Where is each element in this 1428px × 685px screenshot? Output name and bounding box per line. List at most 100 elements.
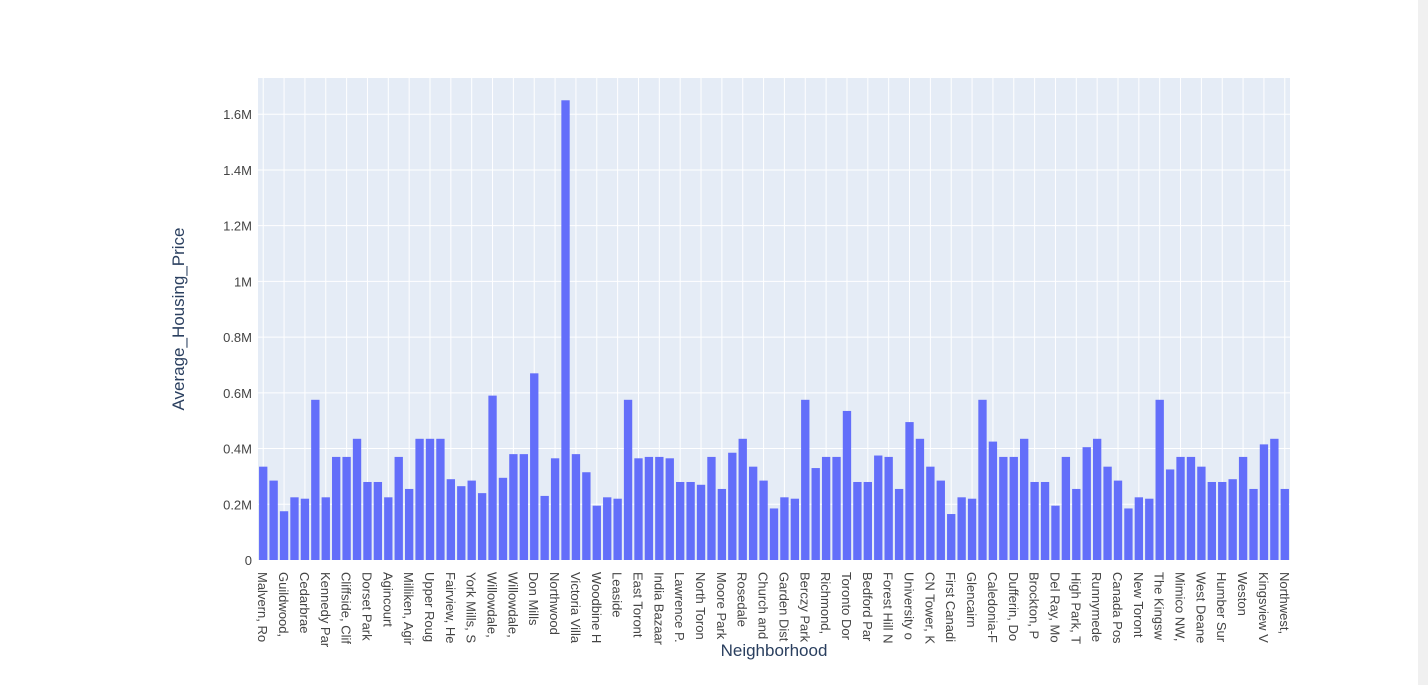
- bar[interactable]: [498, 477, 508, 560]
- bar[interactable]: [936, 480, 945, 560]
- bar[interactable]: [1040, 481, 1050, 560]
- bar[interactable]: [1051, 505, 1060, 560]
- bar[interactable]: [477, 493, 487, 560]
- bar[interactable]: [1280, 488, 1289, 560]
- bar[interactable]: [300, 498, 310, 560]
- bar[interactable]: [467, 480, 476, 560]
- bar[interactable]: [634, 458, 643, 560]
- bar[interactable]: [1113, 480, 1123, 560]
- bar[interactable]: [290, 497, 299, 560]
- bar[interactable]: [1218, 481, 1227, 560]
- bar[interactable]: [1030, 481, 1039, 560]
- bar[interactable]: [269, 480, 278, 560]
- bar-series[interactable]: [259, 100, 1289, 561]
- bar[interactable]: [957, 497, 966, 560]
- bar[interactable]: [352, 438, 362, 560]
- bar[interactable]: [1134, 497, 1144, 560]
- bar[interactable]: [259, 466, 268, 560]
- bar[interactable]: [1176, 456, 1185, 560]
- bar[interactable]: [728, 452, 737, 560]
- bar[interactable]: [915, 438, 925, 560]
- bar[interactable]: [623, 399, 633, 560]
- bar[interactable]: [655, 456, 664, 560]
- bar[interactable]: [571, 454, 581, 560]
- bar[interactable]: [592, 505, 601, 560]
- bar[interactable]: [894, 488, 904, 560]
- bar[interactable]: [821, 456, 831, 560]
- bar[interactable]: [1259, 444, 1269, 560]
- bar[interactable]: [832, 456, 841, 560]
- bar[interactable]: [1238, 456, 1248, 560]
- bar[interactable]: [1228, 479, 1237, 560]
- bar[interactable]: [509, 454, 518, 560]
- bar[interactable]: [1165, 469, 1175, 560]
- bar[interactable]: [748, 466, 758, 560]
- bar[interactable]: [905, 422, 914, 560]
- bar[interactable]: [1082, 447, 1091, 560]
- bar[interactable]: [717, 488, 727, 560]
- bar[interactable]: [676, 481, 685, 560]
- bar[interactable]: [519, 454, 528, 560]
- bar[interactable]: [738, 438, 747, 560]
- bar[interactable]: [863, 481, 872, 560]
- bar[interactable]: [644, 456, 654, 560]
- bar[interactable]: [696, 484, 706, 560]
- bar[interactable]: [1009, 456, 1018, 560]
- bar[interactable]: [707, 456, 716, 560]
- bar[interactable]: [1020, 438, 1029, 560]
- bar[interactable]: [311, 399, 320, 560]
- bar[interactable]: [842, 410, 852, 560]
- bar[interactable]: [582, 472, 591, 560]
- bar[interactable]: [530, 373, 539, 560]
- bar[interactable]: [373, 481, 383, 560]
- bar[interactable]: [1145, 498, 1154, 560]
- bar[interactable]: [342, 456, 351, 560]
- bar[interactable]: [1270, 438, 1279, 560]
- bar[interactable]: [801, 399, 810, 560]
- bar[interactable]: [978, 399, 987, 560]
- bar[interactable]: [884, 456, 893, 560]
- bar[interactable]: [1124, 508, 1133, 560]
- bar[interactable]: [1249, 488, 1258, 560]
- bar[interactable]: [561, 100, 570, 561]
- bar[interactable]: [811, 468, 820, 560]
- bar[interactable]: [415, 438, 424, 560]
- bar[interactable]: [446, 479, 456, 560]
- bar[interactable]: [780, 497, 789, 560]
- bar[interactable]: [1155, 399, 1164, 560]
- bar[interactable]: [967, 498, 977, 560]
- bar[interactable]: [394, 456, 403, 560]
- bar[interactable]: [988, 441, 998, 560]
- bar[interactable]: [1072, 488, 1081, 560]
- scrollbar-track[interactable]: [1418, 0, 1428, 685]
- bar[interactable]: [363, 481, 372, 560]
- bar[interactable]: [457, 486, 466, 560]
- bar[interactable]: [613, 498, 622, 560]
- bar[interactable]: [1207, 481, 1216, 560]
- bar[interactable]: [790, 498, 800, 560]
- bar[interactable]: [540, 495, 549, 560]
- bar[interactable]: [550, 458, 560, 560]
- bar[interactable]: [425, 438, 435, 560]
- bar[interactable]: [769, 508, 779, 560]
- bar[interactable]: [926, 466, 935, 560]
- bar[interactable]: [1061, 456, 1071, 560]
- bar[interactable]: [488, 395, 497, 560]
- bar[interactable]: [404, 488, 414, 560]
- bar[interactable]: [436, 438, 445, 560]
- bar[interactable]: [665, 458, 674, 560]
- bar[interactable]: [759, 480, 768, 560]
- bar[interactable]: [321, 497, 330, 560]
- bar[interactable]: [874, 455, 883, 560]
- bar[interactable]: [384, 497, 393, 560]
- bar[interactable]: [332, 456, 341, 560]
- bar[interactable]: [1092, 438, 1102, 560]
- bar[interactable]: [853, 481, 862, 560]
- bar[interactable]: [279, 511, 289, 560]
- bar[interactable]: [686, 481, 695, 560]
- bar[interactable]: [947, 514, 956, 560]
- bar[interactable]: [1186, 456, 1196, 560]
- bar[interactable]: [999, 456, 1008, 560]
- bar[interactable]: [603, 497, 612, 560]
- bar[interactable]: [1197, 466, 1206, 560]
